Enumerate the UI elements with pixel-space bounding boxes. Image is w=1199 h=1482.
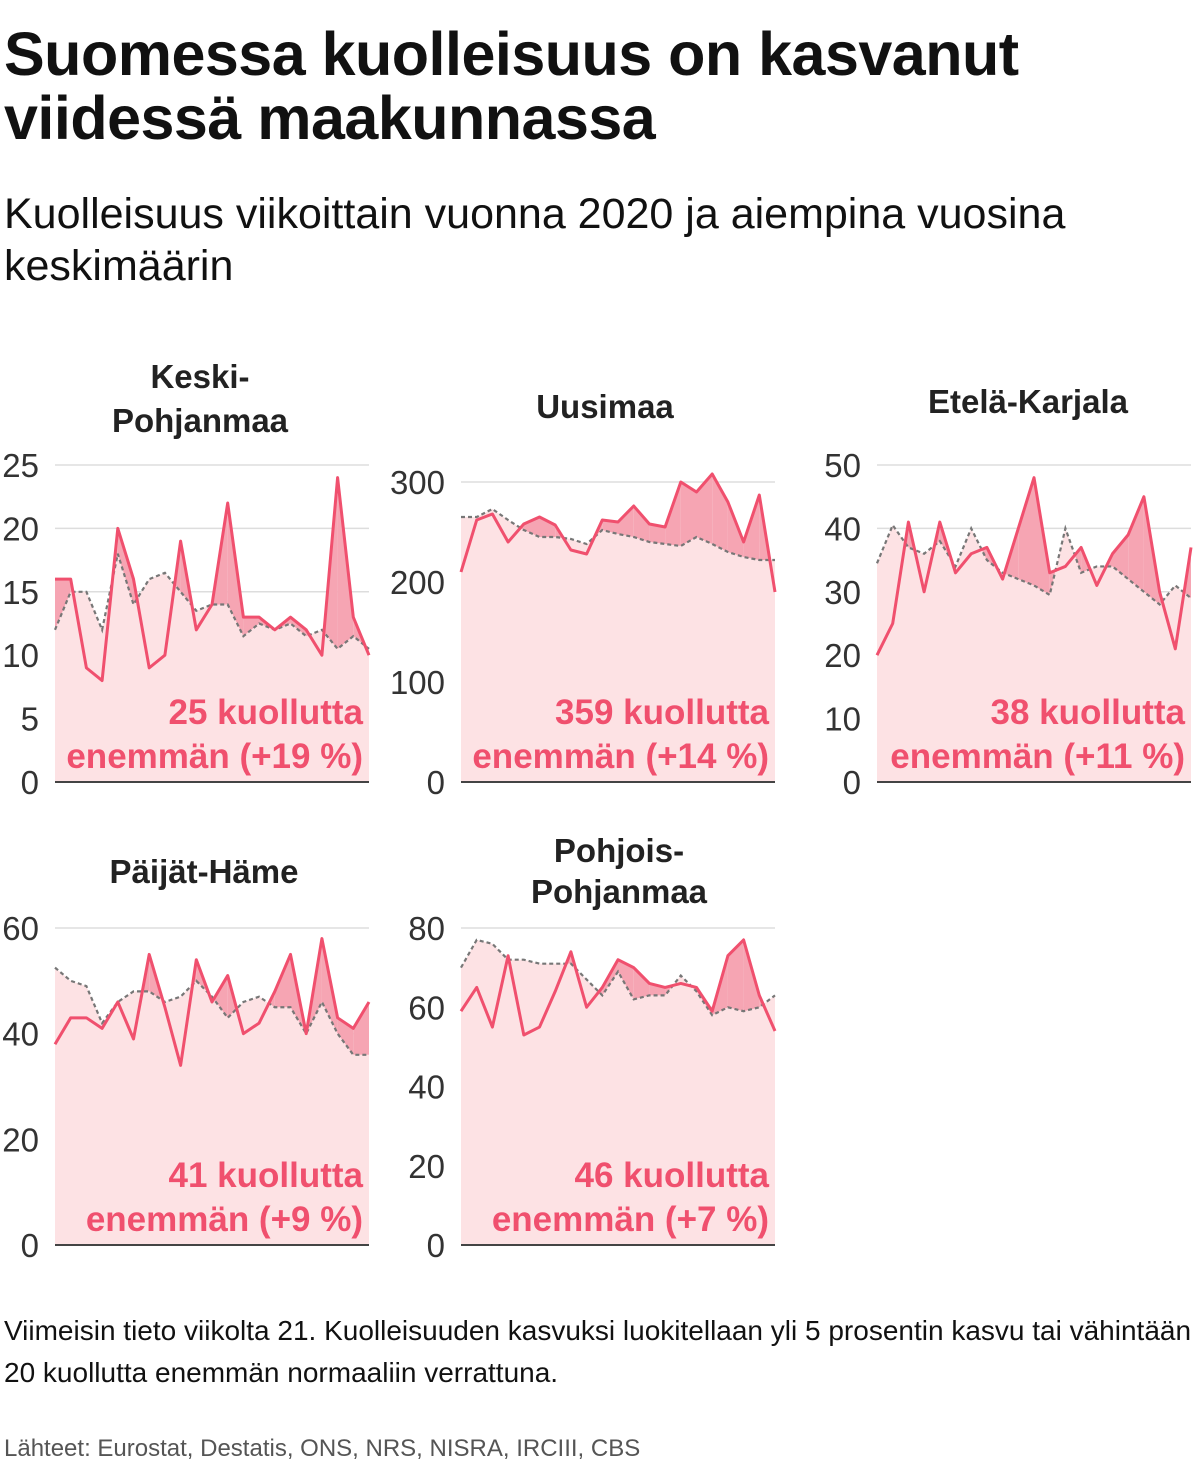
average-line bbox=[875, 522, 1192, 607]
excess-area bbox=[649, 983, 666, 996]
y-tick-label: 200 bbox=[390, 564, 445, 601]
line-2020 bbox=[459, 472, 777, 593]
y-tick-label: 30 bbox=[824, 574, 861, 611]
excess-annotation: 38 kuollutta bbox=[991, 693, 1186, 732]
panel-title: Keski- bbox=[150, 358, 249, 395]
excess-annotation: enemmän (+19 %) bbox=[66, 737, 363, 776]
excess-annotation: enemmän (+14 %) bbox=[472, 737, 769, 776]
excess-area bbox=[539, 517, 556, 537]
excess-annotation: enemmän (+7 %) bbox=[492, 1200, 769, 1239]
y-tick-label: 60 bbox=[408, 989, 445, 1026]
excess-area bbox=[618, 959, 634, 1000]
excess-area bbox=[274, 954, 291, 1008]
average-line bbox=[461, 507, 775, 562]
chart-panel: Pohjois- Pohjanmaa 0 20 40 60 80 46 kuollutta en… bbox=[408, 832, 777, 1264]
y-tick-label: 20 bbox=[408, 1148, 445, 1185]
average-line bbox=[54, 966, 369, 1056]
chart-subtitle: Kuolleisuus viikoittain vuonna 2020 ja a… bbox=[4, 190, 1066, 290]
panel-title: Päijät-Häme bbox=[110, 853, 299, 890]
y-tick-label: 25 bbox=[2, 447, 39, 484]
y-tick-label: 0 bbox=[21, 764, 39, 801]
excess-area bbox=[633, 506, 650, 542]
chart-panel: Uusimaa 0 100 200 300 359 kuollutta enemmän (+… bbox=[390, 388, 777, 801]
average-area bbox=[461, 509, 775, 782]
y-tick-label: 10 bbox=[2, 637, 39, 674]
average-line bbox=[460, 938, 776, 1017]
excess-area bbox=[696, 474, 713, 544]
excess-annotation: 46 kuollutta bbox=[575, 1156, 770, 1195]
excess-area bbox=[213, 975, 228, 1018]
panel-title: Pohjanmaa bbox=[531, 873, 708, 910]
excess-area bbox=[618, 506, 634, 537]
excess-annotation: 359 kuollutta bbox=[555, 693, 769, 732]
y-tick-label: 40 bbox=[2, 1016, 39, 1053]
y-tick-label: 0 bbox=[427, 764, 445, 801]
y-tick-label: 80 bbox=[408, 910, 445, 947]
panel-title: Pohjois- bbox=[554, 832, 684, 869]
average-area bbox=[461, 939, 775, 1245]
excess-area bbox=[649, 524, 666, 544]
excess-area bbox=[243, 617, 260, 637]
excess-area bbox=[680, 482, 697, 546]
y-tick-label: 20 bbox=[2, 510, 39, 547]
excess-area bbox=[117, 528, 134, 605]
excess-annotation: 25 kuollutta bbox=[169, 693, 364, 732]
panel-title: Etelä-Karjala bbox=[928, 383, 1129, 420]
excess-area bbox=[523, 517, 540, 537]
chart-panel: Päijät-Häme 0 20 40 60 41 kuollutta enemmän (+… bbox=[2, 853, 371, 1264]
chart-title: Suomessa kuolleisuus on kasvanut viidess… bbox=[4, 20, 1019, 152]
y-tick-label: 40 bbox=[408, 1069, 445, 1106]
y-tick-label: 20 bbox=[2, 1121, 39, 1158]
average-area bbox=[877, 525, 1191, 782]
footnote: Viimeisin tieto viikolta 21. Kuolleisuud… bbox=[4, 1315, 1192, 1388]
panel-title: Uusimaa bbox=[536, 388, 674, 425]
excess-area bbox=[1112, 534, 1129, 580]
chart-panel: Etelä-Karjala 0 10 20 30 40 50 38 kuollutta enem… bbox=[824, 383, 1193, 801]
source-note: Lähteet: Eurostat, Destatis, ONS, NRS, N… bbox=[4, 1435, 641, 1462]
excess-area bbox=[727, 939, 744, 1012]
y-tick-label: 0 bbox=[21, 1227, 39, 1264]
excess-area bbox=[353, 1001, 369, 1055]
line-2020 bbox=[53, 937, 371, 1067]
y-tick-label: 15 bbox=[2, 574, 39, 611]
chart-panel: Keski- Pohjanmaa 0 5 10 15 20 25 25 kuollutta ene… bbox=[2, 358, 371, 801]
excess-annotation: enemmän (+9 %) bbox=[86, 1200, 363, 1239]
excess-area bbox=[1018, 477, 1034, 586]
y-tick-label: 20 bbox=[824, 637, 861, 674]
panel-title: Pohjanmaa bbox=[112, 402, 289, 439]
y-tick-label: 40 bbox=[824, 510, 861, 547]
y-tick-label: 10 bbox=[824, 701, 861, 738]
average-line bbox=[53, 553, 370, 651]
excess-area bbox=[633, 967, 650, 1000]
line-2020 bbox=[459, 938, 777, 1037]
line-2020 bbox=[875, 476, 1193, 656]
excess-annotation: 41 kuollutta bbox=[169, 1156, 364, 1195]
excess-area bbox=[1128, 496, 1144, 592]
line-2020 bbox=[55, 476, 371, 683]
y-tick-label: 0 bbox=[427, 1227, 445, 1264]
y-tick-label: 50 bbox=[824, 447, 861, 484]
excess-area bbox=[712, 474, 728, 552]
excess-annotation: enemmän (+11 %) bbox=[890, 737, 1185, 776]
y-tick-label: 300 bbox=[390, 464, 445, 501]
excess-area bbox=[55, 579, 71, 630]
y-tick-label: 100 bbox=[390, 664, 445, 701]
y-tick-label: 5 bbox=[21, 701, 39, 738]
average-area bbox=[55, 553, 369, 782]
excess-area bbox=[665, 482, 681, 546]
y-tick-label: 0 bbox=[843, 764, 861, 801]
y-tick-label: 60 bbox=[2, 910, 39, 947]
